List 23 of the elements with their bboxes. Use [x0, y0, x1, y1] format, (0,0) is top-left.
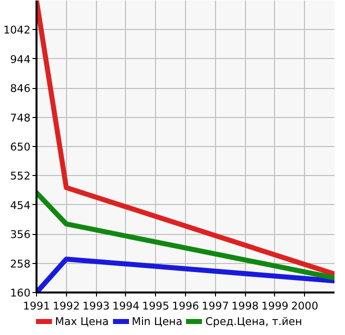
- y-tick-label: 1042: [3, 24, 31, 37]
- legend-label: Max Цена: [55, 314, 109, 328]
- y-tick-label: 748: [10, 111, 31, 124]
- x-tick-label: 1999: [261, 300, 289, 312]
- x-tick-label: 2000: [291, 300, 318, 312]
- x-tick-label: 1992: [52, 300, 80, 312]
- legend-label: Сред.Цена, т.йен: [205, 314, 302, 328]
- y-tick-label: 944: [10, 52, 31, 66]
- x-tick-label: 1991: [22, 300, 50, 312]
- x-tick-label: 1994: [112, 300, 140, 312]
- x-tick-label: 1998: [232, 300, 259, 312]
- legend-label: Min Цена: [132, 314, 182, 328]
- y-tick-label: 258: [10, 257, 31, 270]
- y-tick-label: 650: [10, 140, 31, 154]
- y-tick-label: 356: [10, 228, 31, 242]
- x-tick-label: 1996: [172, 300, 200, 312]
- y-tick-label: 454: [10, 198, 31, 212]
- y-tick-label: 552: [10, 170, 31, 183]
- y-tick-label: 160: [10, 286, 31, 300]
- x-tick-label: 1993: [82, 300, 110, 312]
- x-tick-label: 1997: [202, 300, 229, 312]
- y-tick-label: 846: [10, 82, 31, 96]
- x-tick-label: 1995: [142, 300, 170, 312]
